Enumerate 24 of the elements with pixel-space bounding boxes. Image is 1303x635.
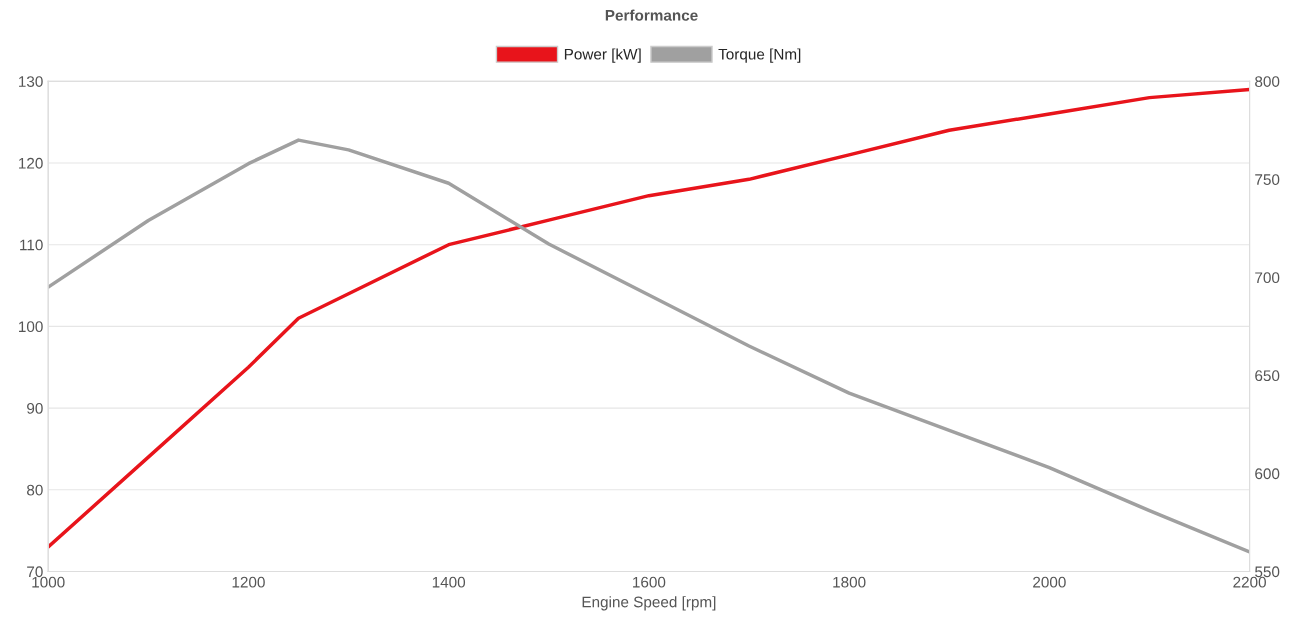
x-tick-label: 1200 bbox=[232, 576, 265, 588]
y-tick-label: 90 bbox=[27, 402, 43, 414]
y-tick-label: 70 bbox=[27, 566, 43, 578]
y2-tick-label: 550 bbox=[1255, 566, 1280, 578]
y2-tick-label: 800 bbox=[1255, 76, 1280, 87]
y2-tick-label: 650 bbox=[1255, 370, 1280, 382]
x-tick-label: 1400 bbox=[432, 576, 466, 588]
x-tick-label: 2000 bbox=[1033, 576, 1066, 588]
y-tick-label: 80 bbox=[27, 484, 43, 496]
y-tick-label: 130 bbox=[19, 76, 43, 87]
y-tick-label: 100 bbox=[19, 321, 43, 333]
chart-title: Performance bbox=[605, 9, 698, 21]
y-tick-label: 110 bbox=[20, 239, 43, 251]
legend-label: Torque [Nm] bbox=[718, 48, 801, 63]
x-axis-title: Engine Speed [rpm] bbox=[582, 596, 716, 611]
x-tick-label: 1800 bbox=[833, 576, 866, 588]
x-tick-label: 1000 bbox=[32, 576, 65, 588]
x-tick-label: 2200 bbox=[1233, 576, 1266, 588]
y2-tick-label: 700 bbox=[1255, 272, 1280, 284]
y2-tick-label: 600 bbox=[1255, 468, 1280, 480]
y2-tick-label: 750 bbox=[1255, 174, 1280, 186]
legend-label: Power [kW] bbox=[564, 48, 641, 63]
y-tick-label: 120 bbox=[19, 157, 43, 169]
x-tick-label: 1600 bbox=[633, 576, 666, 588]
